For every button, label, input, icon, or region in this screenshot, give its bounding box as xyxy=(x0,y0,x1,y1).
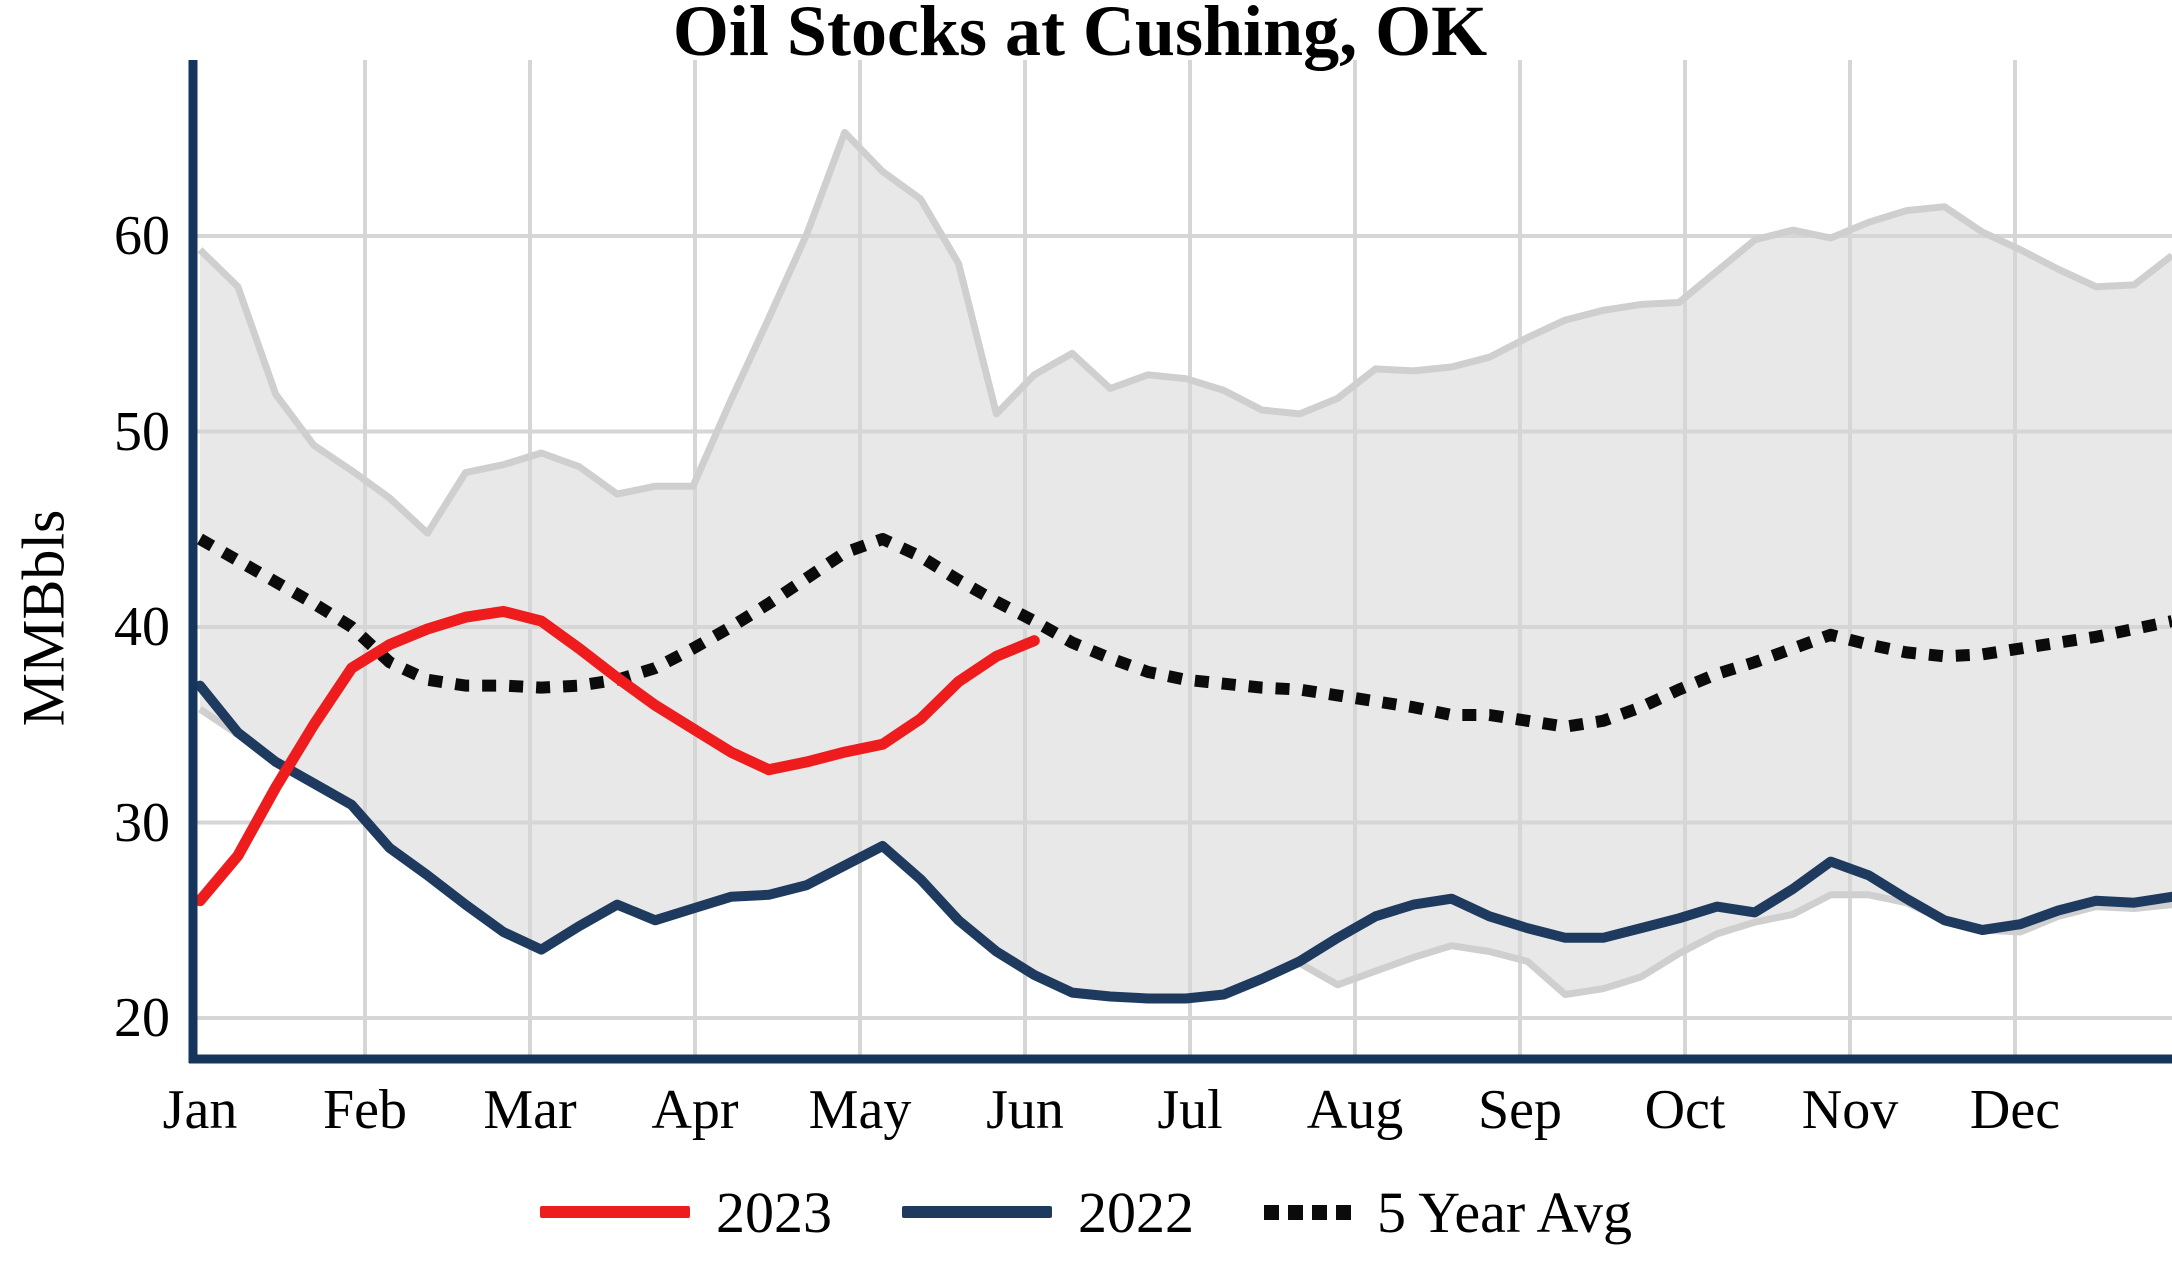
ytick-label-30: 30 xyxy=(114,791,170,854)
xtick-label-Feb: Feb xyxy=(323,1079,407,1141)
line-2022 xyxy=(195,680,2172,1004)
xtick-label-Jun: Jun xyxy=(986,1079,1064,1141)
ytick-label-40: 40 xyxy=(114,596,170,658)
legend-swatch-5yr-avg-dots xyxy=(1263,1204,1351,1220)
xtick-label-Sep: Sep xyxy=(1478,1079,1562,1141)
legend-item-5yr-avg: 5 Year Avg xyxy=(1263,1179,1633,1246)
legend-item-2023: 2023 xyxy=(539,1179,832,1246)
ytick-label-50: 50 xyxy=(114,400,170,463)
xtick-label-Nov: Nov xyxy=(1801,1079,1899,1141)
legend-item-2022: 2022 xyxy=(901,1179,1194,1246)
xtick-label-Mar: Mar xyxy=(483,1079,577,1141)
chart-title: Oil Stocks at Cushing, OK xyxy=(672,0,1488,71)
band-upper-outline xyxy=(197,128,2172,537)
line-2023 xyxy=(194,605,1040,907)
chart-legend: 2023 2022 5 Year Avg xyxy=(0,1162,2172,1262)
xtick-label-Jan: Jan xyxy=(162,1079,238,1141)
legend-label-2022: 2022 xyxy=(1077,1179,1194,1245)
xtick-label-Dec: Dec xyxy=(1969,1079,2061,1141)
xtick-label-Oct: Oct xyxy=(1644,1079,1726,1141)
ytick-label-60: 60 xyxy=(114,205,170,267)
legend-label-2023: 2023 xyxy=(715,1179,832,1245)
xtick-label-Jul: Jul xyxy=(1157,1079,1223,1141)
xtick-label-Apr: Apr xyxy=(651,1079,739,1141)
legend-swatch-2023-line xyxy=(539,1206,690,1218)
legend-label-5yr-avg: 5 Year Avg xyxy=(1376,1179,1633,1245)
xtick-label-May: May xyxy=(808,1079,912,1141)
ytick-label-20: 20 xyxy=(114,987,170,1049)
five-year-range-band xyxy=(200,132,2172,999)
legend-swatch-2022-line xyxy=(901,1206,1052,1218)
xtick-label-Aug: Aug xyxy=(1306,1079,1404,1141)
